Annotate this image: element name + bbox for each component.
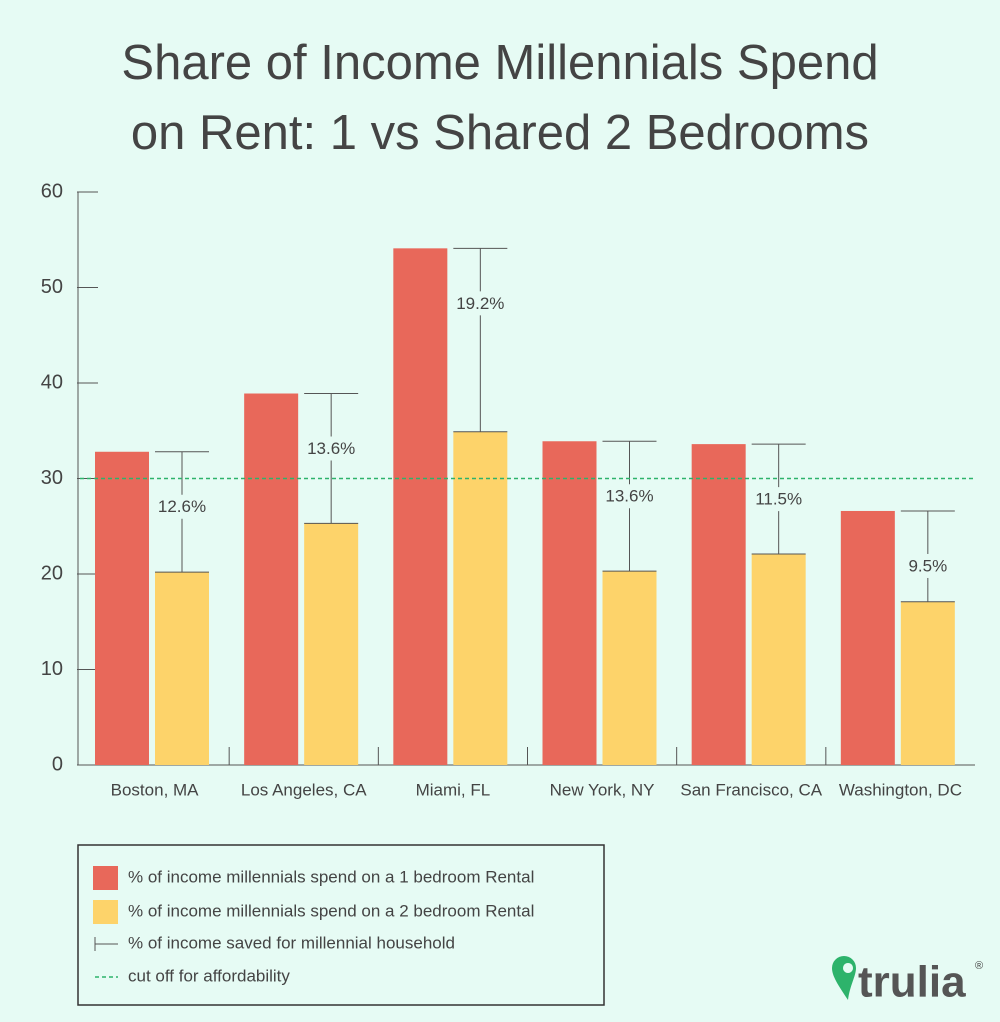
y-tick-label: 0 (52, 753, 63, 775)
bar (453, 431, 508, 765)
bar (304, 523, 359, 765)
legend-swatch (93, 900, 118, 924)
x-tick-label: Boston, MA (111, 780, 200, 799)
bar (602, 571, 657, 765)
legend-label: % of income millennials spend on a 1 bed… (128, 867, 534, 886)
x-tick-label: New York, NY (550, 780, 655, 799)
label-bg (154, 494, 210, 519)
y-tick-label: 60 (41, 180, 63, 202)
x-tick-label: Miami, FL (416, 780, 491, 799)
label-bg (452, 291, 509, 316)
bar (840, 510, 895, 765)
brand: trulia (858, 958, 966, 1007)
bar (155, 572, 209, 765)
bar (542, 441, 597, 765)
label-bg (899, 553, 956, 578)
y-tick-label: 50 (41, 276, 63, 298)
y-tick-label: 10 (41, 658, 63, 680)
y-tick-label: 20 (41, 562, 63, 584)
chart-title: on Rent: 1 vs Shared 2 Bedrooms (131, 106, 869, 160)
x-tick-label: Los Angeles, CA (241, 780, 367, 799)
data-label: 13.6% (605, 487, 653, 506)
legend-label: % of income millennials spend on a 2 bed… (128, 901, 534, 920)
bar (244, 393, 299, 765)
label-bg (750, 487, 807, 512)
bar (691, 444, 746, 765)
data-label: 13.6% (307, 439, 355, 458)
bar (393, 248, 448, 766)
data-label: 19.2% (456, 294, 504, 313)
y-tick-label: 40 (41, 371, 63, 393)
brand-mark: ® (975, 960, 983, 972)
legend-label: cut off for affordability (128, 966, 290, 985)
chart-title: Share of Income Millennials Spend (121, 36, 878, 90)
x-tick-label: San Francisco, CA (680, 780, 822, 799)
legend-swatch (93, 866, 118, 890)
bar (751, 553, 806, 765)
bar (95, 451, 149, 765)
brand-pin (832, 956, 856, 1000)
bar (900, 601, 955, 765)
data-label: 11.5% (755, 490, 802, 509)
label-bg (303, 436, 360, 461)
legend-box (77, 844, 605, 1006)
x-tick-label: Washington, DC (839, 780, 962, 799)
label-bg (601, 484, 658, 509)
data-label: 9.5% (908, 556, 947, 575)
legend-label: % of income saved for millennial househo… (128, 933, 455, 952)
data-label: 12.6% (158, 497, 206, 516)
y-tick-label: 30 (41, 467, 63, 489)
